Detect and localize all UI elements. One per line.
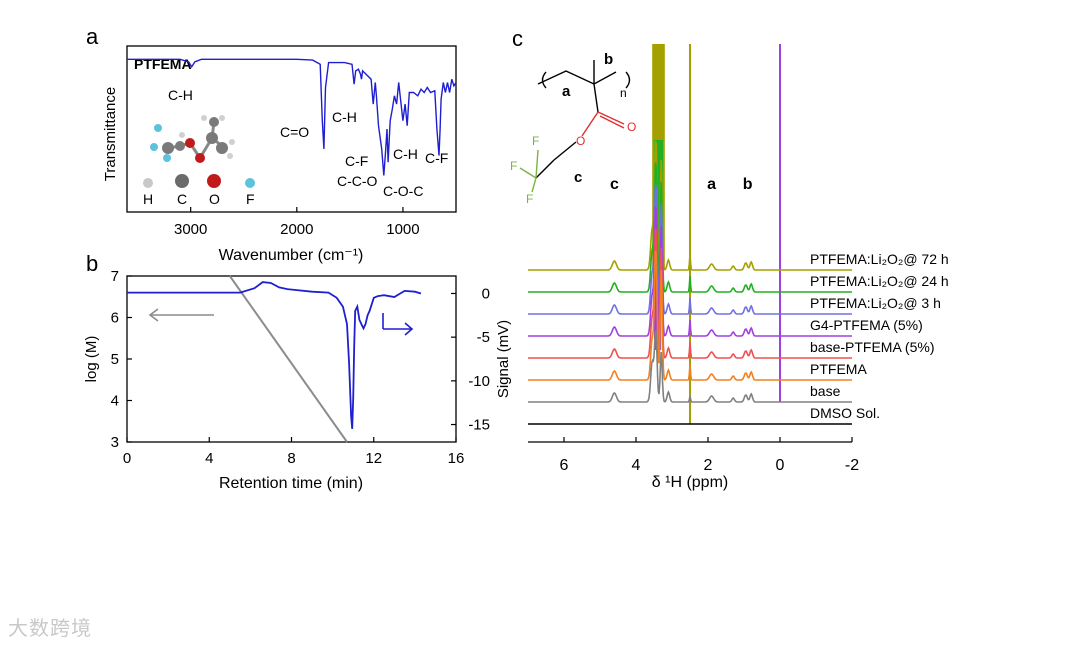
- panel-b-xtick-label: 8: [287, 450, 295, 467]
- atom-o-label: O: [209, 191, 220, 207]
- panel-b-ytick-label: 3: [111, 434, 119, 451]
- series-label-3: G4-PTFEMA (5%): [810, 317, 923, 333]
- watermark: 大数跨境: [8, 616, 92, 640]
- panel-a-xticks: 3000 2000 1000: [174, 207, 420, 238]
- annot-cf-1: C-F: [345, 153, 368, 169]
- panel-b-ytick-label: 5: [111, 351, 119, 368]
- panel-b-y2tick-label: 0: [482, 285, 490, 302]
- panel-a-title: PTFEMA: [134, 56, 192, 72]
- struct-label-a: a: [562, 83, 571, 100]
- panel-b-y2label: Signal (mV): [495, 320, 512, 398]
- panel-b-ylabel: log (M): [83, 336, 100, 383]
- nmr-trace-series-2: [528, 184, 852, 315]
- panel-c-label: c: [512, 26, 523, 51]
- panel-c-xlabel: δ ¹H (ppm): [652, 474, 728, 491]
- panel-c-xtick-label: 2: [704, 457, 713, 474]
- struct-label-c: c: [574, 169, 582, 186]
- panel-c-xtick-label: 0: [776, 457, 785, 474]
- panel-b-label: b: [86, 251, 98, 276]
- struct-label-n: n: [620, 86, 627, 100]
- atom-f-label: F: [246, 191, 255, 207]
- struct-label-o1: O: [576, 134, 585, 148]
- panel-b-xtick-label: 4: [205, 450, 213, 467]
- panel-b-frame: [126, 275, 457, 443]
- annot-coc: C-O-C: [383, 183, 423, 199]
- annot-ch-2: C-H: [332, 109, 357, 125]
- panel-b-ytick-label: 7: [111, 268, 119, 285]
- atom-h-label: H: [143, 191, 153, 207]
- series-label-1: PTFEMA:Li₂O₂@ 24 h: [810, 273, 949, 289]
- struct-label-o2: O: [627, 120, 636, 134]
- series-label-7: DMSO Sol.: [810, 405, 880, 421]
- nmr-traces: [528, 44, 852, 425]
- series-label-4: base-PTFEMA (5%): [810, 339, 934, 355]
- series-label-2: PTFEMA:Li₂O₂@ 3 h: [810, 295, 941, 311]
- panel-a-xtick-label: 1000: [386, 221, 419, 238]
- panel-b-ytick-label: 6: [111, 310, 119, 327]
- atom-o-ball: [207, 174, 221, 188]
- annot-co: C=O: [280, 124, 309, 140]
- atom-legend: H C O F: [143, 174, 255, 207]
- nmr-trace-series-3: [528, 206, 852, 337]
- nmr-trace-series-1: [528, 162, 852, 293]
- series-label-0: PTFEMA:Li₂O₂@ 72 h: [810, 251, 949, 267]
- atom-f-ball: [245, 178, 255, 188]
- polymer-structure: a b n c F F F O O: [510, 51, 636, 206]
- annot-cco: C-C-O: [337, 173, 378, 189]
- panel-b-y2tick-label: -5: [477, 329, 490, 346]
- panel-b-xtick-label: 0: [123, 450, 131, 467]
- panel-b-xtick-label: 16: [448, 450, 465, 467]
- atom-h-ball: [143, 178, 153, 188]
- arrow-left: [148, 308, 214, 322]
- annot-ch-3: C-H: [393, 146, 418, 162]
- series-label-6: base: [810, 383, 841, 399]
- signal-line: [127, 281, 422, 429]
- panel-c-xtick-label: -2: [845, 457, 859, 474]
- struct-label-f2: F: [510, 159, 517, 173]
- panel-a-xtick-label: 2000: [280, 221, 313, 238]
- annot-cf-2: C-F: [425, 150, 448, 166]
- panel-c-xtick-label: 4: [632, 457, 641, 474]
- struct-label-f1: F: [532, 134, 539, 148]
- series-labels: PTFEMA:Li₂O₂@ 72 h PTFEMA:Li₂O₂@ 24 h PTFE…: [810, 251, 949, 421]
- ftir-spectrum-line: [127, 58, 457, 176]
- atom-c-label: C: [177, 191, 187, 207]
- calibration-line: [228, 275, 348, 443]
- nmr-trace-series-6: [528, 330, 852, 403]
- molecule-model: [150, 115, 235, 163]
- panel-a-ylabel: Transmittance: [102, 87, 119, 181]
- panel-a-label: a: [86, 24, 99, 49]
- annot-ch-1: C-H: [168, 87, 193, 103]
- nmr-trace-series-5: [528, 250, 852, 381]
- panel-b-xtick-label: 12: [365, 450, 382, 467]
- saturated-peak-24h: [654, 140, 663, 260]
- struct-label-b: b: [604, 51, 613, 68]
- panel-a-frame: [126, 45, 457, 213]
- panel-b-ytick-label: 4: [111, 393, 119, 410]
- panel-b-y2tick-label: -10: [468, 373, 490, 390]
- peak-label-a: a: [707, 176, 716, 193]
- panel-c-xticks: 6 4 2 0 -2: [560, 437, 859, 474]
- panel-c-xtick-label: 6: [560, 457, 569, 474]
- nmr-trace-series-4: [528, 228, 852, 359]
- panel-a-xtick-label: 3000: [174, 221, 207, 238]
- panel-a-xlabel: Wavenumber (cm⁻¹): [219, 247, 364, 264]
- struct-label-f3: F: [526, 192, 533, 206]
- arrow-right: [382, 313, 414, 336]
- nmr-trace-series-0: [528, 140, 852, 271]
- series-label-5: PTFEMA: [810, 361, 867, 377]
- peak-label-b: b: [743, 176, 753, 193]
- peak-label-c: c: [610, 176, 619, 193]
- panel-b-y2tick-label: -15: [468, 417, 490, 434]
- atom-c-ball: [175, 174, 189, 188]
- panel-b-ticks: 0 4 8 12 16 3 4 5 6 7 0 -5 -10 -15: [111, 268, 490, 467]
- panel-b-xlabel: Retention time (min): [219, 475, 363, 492]
